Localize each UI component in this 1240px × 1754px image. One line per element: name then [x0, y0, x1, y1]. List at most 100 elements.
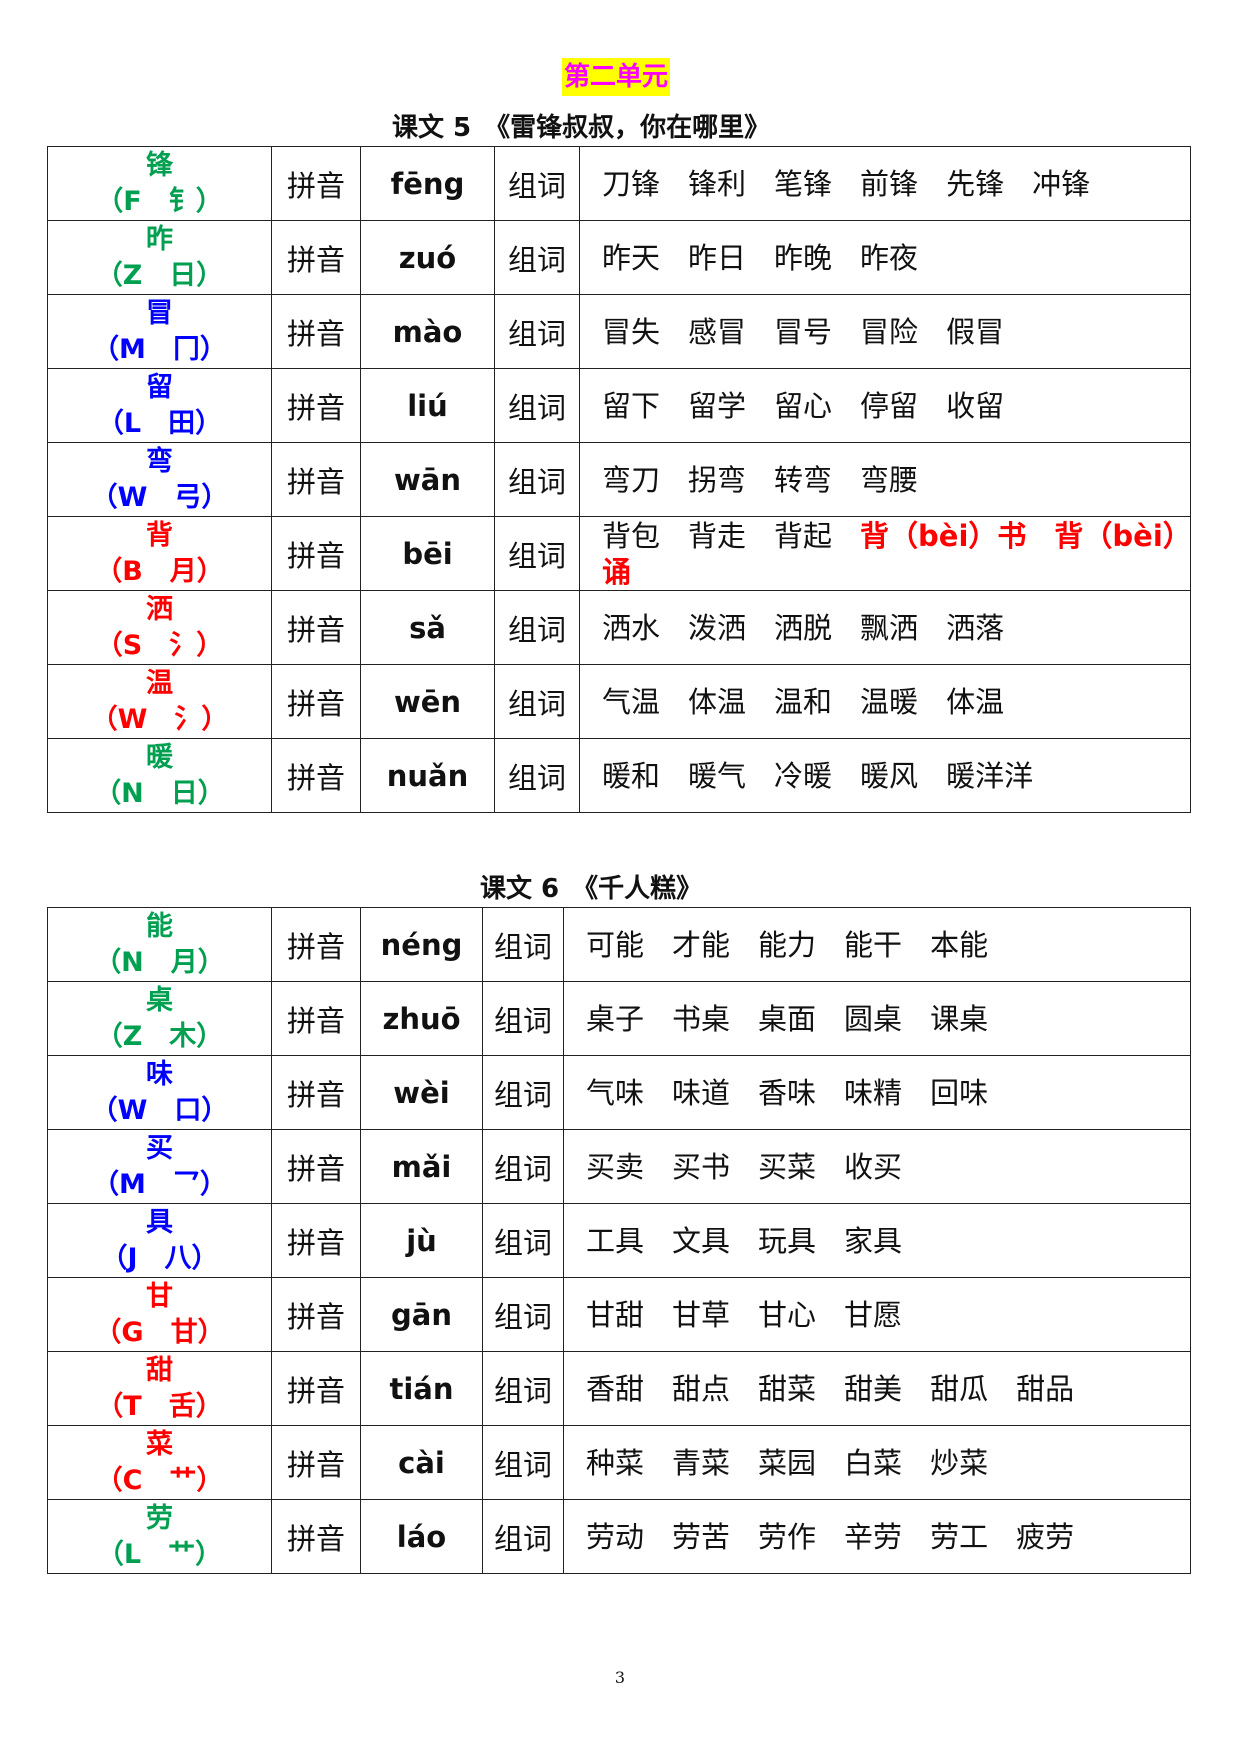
word: 可能: [586, 927, 645, 962]
word: 家具: [844, 1223, 903, 1258]
words-cell: 劳动 劳苦 劳作 辛劳 劳工 疲劳: [563, 1499, 1191, 1574]
pinyin-label: 拼音: [271, 1277, 361, 1352]
character-cell: 买 （M 乛）: [47, 1129, 272, 1204]
word: 甜菜: [758, 1371, 817, 1406]
words-cell: 工具 文具 玩具 家具: [563, 1203, 1191, 1278]
vocab-row: 甘 （G 甘） 拼音 gān 组词 甘甜 甘草 甘心 甘愿: [47, 1277, 1191, 1352]
word: 收留: [946, 388, 1005, 423]
word: 圆桌: [844, 1001, 903, 1036]
vocab-row: 能 （N 月） 拼音 néng 组词 可能 才能 能力 能干 本能: [47, 907, 1191, 982]
character: 具: [146, 1206, 173, 1238]
character-hint: （M 冂）: [92, 333, 227, 365]
lesson-6-vocab-table: 能（N 月） 拼音 néng 组词 可能 才能 能力 能干 本能桌（Z 木） 拼音 zhuō 组词 桌子…: [47, 907, 1191, 1574]
word: 昨日: [688, 240, 747, 275]
character-hint: （L 艹）: [96, 1538, 223, 1570]
word: 劳动: [586, 1519, 645, 1554]
pinyin-label: 拼音: [271, 516, 361, 591]
pinyin: liú: [360, 368, 495, 443]
word: 留下: [602, 388, 661, 423]
words-cell: 昨天 昨日 昨晚 昨夜: [579, 220, 1191, 295]
character: 买: [146, 1132, 173, 1164]
character: 昨: [146, 223, 173, 255]
character: 菜: [146, 1428, 173, 1460]
word: 背包: [602, 518, 661, 553]
character-hint: （N 月）: [94, 946, 225, 978]
pinyin: gān: [360, 1277, 483, 1352]
vocab-row: 暖 （N 日） 拼音 nuǎn 组词 暖和 暖气 冷暖 暖风 暖洋洋: [47, 738, 1191, 813]
word: 买书: [672, 1149, 731, 1184]
word: 桌子: [586, 1001, 645, 1036]
word: 本能: [930, 927, 989, 962]
word: 疲劳: [1016, 1519, 1075, 1554]
words-label: 组词: [482, 1277, 564, 1352]
word: 弯刀: [602, 462, 661, 497]
words-label: 组词: [494, 368, 580, 443]
word: 甜瓜: [930, 1371, 989, 1406]
word: 课桌: [930, 1001, 989, 1036]
vocab-row: 背 （B 月） 拼音 bēi 组词 背包 背走 背起 背（bèi）书 背（bèi）诵: [47, 516, 1191, 591]
pinyin-label: 拼音: [271, 1351, 361, 1426]
word: 味道: [672, 1075, 731, 1110]
pinyin-label: 拼音: [271, 1203, 361, 1278]
word: 感冒: [688, 314, 747, 349]
character-hint: （S 氵）: [95, 629, 224, 661]
word: 锋利: [688, 166, 747, 201]
pinyin: sǎ: [360, 590, 495, 665]
word: 菜园: [758, 1445, 817, 1480]
words-label: 组词: [482, 907, 564, 982]
word: 昨夜: [860, 240, 919, 275]
word: 冷暖: [774, 758, 833, 793]
pinyin: néng: [360, 907, 483, 982]
words-label: 组词: [494, 442, 580, 517]
words-cell: 洒水 泼洒 洒脱 飘洒 洒落: [579, 590, 1191, 665]
words-cell: 冒失 感冒 冒号 冒险 假冒: [579, 294, 1191, 369]
word: 前锋: [860, 166, 919, 201]
character-hint: （W 氵）: [90, 703, 229, 735]
words-label: 组词: [494, 220, 580, 295]
word: 体温: [688, 684, 747, 719]
character-cell: 菜 （C 艹）: [47, 1425, 272, 1500]
word: 笔锋: [774, 166, 833, 201]
vocab-row: 留 （L 田） 拼音 liú 组词 留下 留学 留心 停留 收留: [47, 368, 1191, 443]
vocab-row: 桌 （Z 木） 拼音 zhuō 组词 桌子 书桌 桌面 圆桌 课桌: [47, 981, 1191, 1056]
character: 背: [146, 519, 173, 551]
character-hint: （L 田）: [96, 407, 223, 439]
word: 背起: [774, 518, 833, 553]
character-cell: 冒 （M 冂）: [47, 294, 272, 369]
word: 劳苦: [672, 1519, 731, 1554]
character-cell: 锋 （F 钅）: [47, 146, 272, 221]
words-label: 组词: [494, 664, 580, 739]
character: 味: [146, 1058, 173, 1090]
words-label: 组词: [494, 294, 580, 369]
character-hint: （G 甘）: [94, 1316, 225, 1348]
character-cell: 留 （L 田）: [47, 368, 272, 443]
word: 甘心: [758, 1297, 817, 1332]
word: 拐弯: [688, 462, 747, 497]
pinyin-label: 拼音: [271, 1055, 361, 1130]
words-label: 组词: [482, 1129, 564, 1204]
word: 味精: [844, 1075, 903, 1110]
pinyin-label: 拼音: [271, 664, 361, 739]
word: 工具: [586, 1223, 645, 1258]
word: 昨晚: [774, 240, 833, 275]
vocab-row: 味 （W 口） 拼音 wèi 组词 气味 味道 香味 味精 回味: [47, 1055, 1191, 1130]
word: 买卖: [586, 1149, 645, 1184]
word: 温和: [774, 684, 833, 719]
character: 弯: [146, 445, 173, 477]
pinyin: nuǎn: [360, 738, 495, 813]
vocab-row: 甜 （T 舌） 拼音 tián 组词 香甜 甜点 甜菜 甜美 甜瓜 甜品: [47, 1351, 1191, 1426]
word: 暖风: [860, 758, 919, 793]
word: 书桌: [672, 1001, 731, 1036]
character: 能: [146, 910, 173, 942]
character-hint: （N 日）: [94, 777, 225, 809]
pinyin-label: 拼音: [271, 590, 361, 665]
word: 炒菜: [930, 1445, 989, 1480]
pinyin: tián: [360, 1351, 483, 1426]
word: 玩具: [758, 1223, 817, 1258]
word: 香甜: [586, 1371, 645, 1406]
character-cell: 暖 （N 日）: [47, 738, 272, 813]
words-cell: 气味 味道 香味 味精 回味: [563, 1055, 1191, 1130]
word: 暖洋洋: [946, 758, 1034, 793]
word: 回味: [930, 1075, 989, 1110]
word: 留学: [688, 388, 747, 423]
